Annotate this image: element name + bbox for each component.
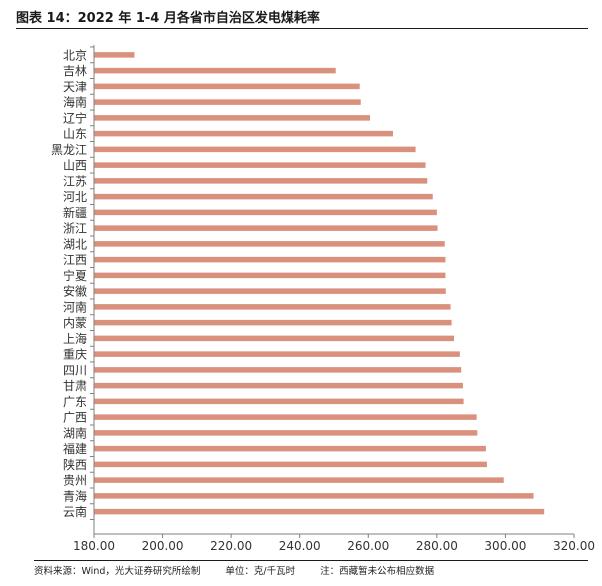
bar <box>94 178 428 184</box>
source-note: 资料来源：Wind，光大证券研究所绘制 <box>34 566 201 577</box>
category-label: 重庆 <box>63 348 87 362</box>
bar <box>94 445 486 452</box>
bar <box>94 83 360 90</box>
bar <box>94 209 437 216</box>
bar <box>94 162 426 168</box>
category-label: 河南 <box>63 299 87 314</box>
bar <box>94 477 504 483</box>
category-label: 广东 <box>63 395 87 409</box>
category-label: 甘肃 <box>63 379 87 393</box>
category-label: 内蒙 <box>63 316 87 330</box>
bar <box>94 115 370 121</box>
category-label: 辽宁 <box>63 110 87 125</box>
bar <box>94 398 464 405</box>
bar <box>94 99 361 105</box>
category-label: 宁夏 <box>63 268 87 283</box>
bar <box>94 382 463 389</box>
bar <box>94 351 460 357</box>
value-tick-label: 180.00 <box>73 539 115 553</box>
category-label: 天津 <box>63 80 87 94</box>
value-tick-label: 220.00 <box>210 539 252 553</box>
category-label: 安徽 <box>63 284 87 299</box>
value-tick-label: 240.00 <box>279 539 321 553</box>
value-tick-label: 320.00 <box>553 539 595 553</box>
category-label: 黑龙江 <box>51 143 87 157</box>
bar <box>94 304 451 310</box>
value-tick-label: 300.00 <box>484 539 526 553</box>
category-label: 新疆 <box>63 205 87 220</box>
category-label: 江西 <box>63 253 87 267</box>
category-label: 青海 <box>63 488 87 503</box>
bar <box>94 256 446 263</box>
value-tick-label: 280.00 <box>416 539 458 553</box>
bar <box>94 288 446 294</box>
category-label: 山东 <box>63 127 87 141</box>
bar <box>94 319 452 326</box>
category-label: 陕西 <box>63 457 87 472</box>
title-divider <box>16 28 588 29</box>
category-label: 浙江 <box>63 222 87 236</box>
category-label: 贵州 <box>63 474 87 488</box>
value-tick-label: 260.00 <box>347 539 389 553</box>
missing-data-note: 注：西藏暂未公布相应数据 <box>320 566 435 577</box>
bar <box>94 193 433 200</box>
bar <box>94 146 416 153</box>
category-label: 四川 <box>63 363 87 377</box>
category-label: 湖南 <box>63 425 87 440</box>
category-label: 江苏 <box>63 174 87 188</box>
bar-chart: 北京吉林天津海南辽宁山东黑龙江山西江苏河北新疆浙江湖北江西宁夏安徽河南内蒙上海重… <box>51 45 595 553</box>
category-label: 山西 <box>63 159 87 173</box>
bar <box>94 493 534 499</box>
footer-divider <box>34 560 588 561</box>
bar <box>94 67 336 74</box>
bar <box>94 225 438 231</box>
category-label: 河北 <box>63 190 87 204</box>
bar <box>94 508 545 515</box>
bar <box>94 335 454 342</box>
category-label: 北京 <box>63 48 87 62</box>
category-label: 上海 <box>63 331 87 346</box>
value-tick-label: 200.00 <box>142 539 184 553</box>
unit-note: 单位：克/千瓦时 <box>225 566 296 577</box>
category-label: 吉林 <box>63 64 87 78</box>
category-label: 湖北 <box>63 236 87 251</box>
bar <box>94 367 462 373</box>
bar <box>94 430 478 436</box>
bar <box>94 414 477 420</box>
bar <box>94 52 135 58</box>
bar <box>94 241 445 247</box>
chart-footer: 资料来源：Wind，光大证券研究所绘制 单位：克/千瓦时 注：西藏暂未公布相应数… <box>34 563 456 577</box>
category-label: 福建 <box>63 441 87 456</box>
category-label: 云南 <box>63 504 87 519</box>
bar <box>94 461 487 468</box>
bar <box>94 272 446 279</box>
bar <box>94 130 393 137</box>
category-label: 海南 <box>63 95 87 110</box>
chart-title: 图表 14：2022 年 1-4 月各省市自治区发电煤耗率 <box>16 11 320 26</box>
category-label: 广西 <box>63 411 87 425</box>
